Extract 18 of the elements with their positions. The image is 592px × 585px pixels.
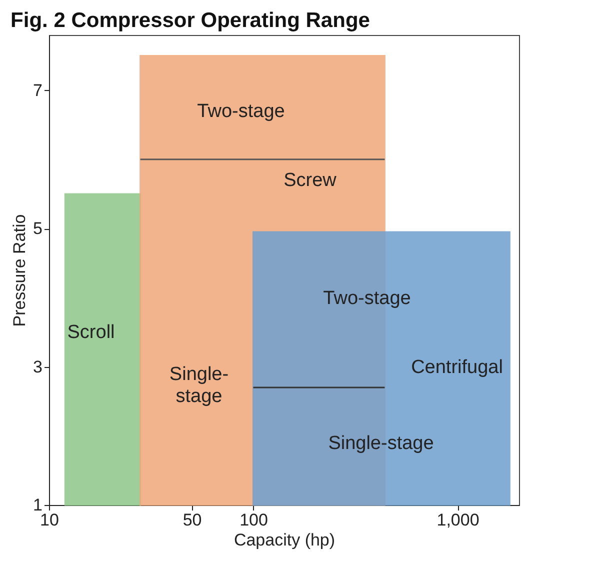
y-axis-title: Pressure Ratio [10,214,30,327]
annotation: Single-stage [328,433,434,454]
annotation: Single- stage [169,364,229,407]
series-label: Scroll [67,322,115,343]
y-tick-label: 7 [33,80,42,100]
x-tick-label: 100 [240,510,268,530]
chart-title: Fig. 2 Compressor Operating Range [10,9,370,32]
x-axis-title: Capacity (hp) [234,530,336,550]
annotation: Two-stage [323,288,411,309]
series-label: Screw [284,170,337,191]
y-tick-label: 3 [33,357,42,376]
y-tick-label: 1 [33,496,42,514]
x-tick-label: 1,000 [436,510,480,530]
x-tick-label: 10 [40,510,59,530]
series-label: Centrifugal [411,357,503,378]
x-tick-label: 50 [182,510,202,530]
annotation: Two-stage [197,101,285,122]
y-tick-label: 5 [33,219,42,238]
